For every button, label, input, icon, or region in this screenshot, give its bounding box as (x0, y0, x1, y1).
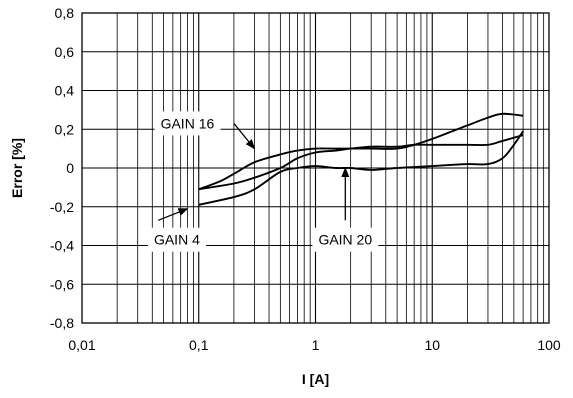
y-tick-label: -0,6 (50, 276, 74, 292)
series-line-2 (198, 130, 524, 206)
x-tick-label: 100 (537, 337, 561, 353)
y-tick-label: 0,8 (55, 5, 75, 21)
series-line-1 (198, 112, 524, 191)
y-axis-title: Error [%] (9, 138, 25, 198)
series-line-3 (198, 134, 524, 191)
annotation-arrow (158, 208, 189, 221)
annotation-arrow (233, 123, 256, 150)
annotation-label: GAIN 4 (154, 232, 200, 248)
annotations: GAIN 16 GAIN 4 GAIN 20 (147, 111, 379, 252)
annotation: GAIN 4 (147, 208, 207, 252)
annotation: GAIN 16 (154, 111, 256, 150)
annotation-background (147, 227, 207, 252)
x-tick-label: 0,01 (68, 337, 95, 353)
y-tick-label: -0,4 (50, 238, 74, 254)
plot-frame (81, 12, 550, 324)
grid (82, 13, 549, 323)
annotation-label: GAIN 20 (318, 232, 372, 248)
x-tick-label: 10 (424, 337, 440, 353)
annotation: GAIN 20 (312, 167, 379, 252)
series-group (198, 112, 524, 206)
x-tick-label: 1 (312, 337, 320, 353)
y-tick-label: 0,2 (55, 121, 75, 137)
annotation-background (154, 111, 221, 136)
axes (81, 12, 550, 324)
x-axis-title: I [A] (302, 371, 329, 387)
y-tick-label: 0,4 (55, 83, 75, 99)
y-tick-label: 0 (66, 160, 74, 176)
tick-labels: 0,01 0,1 1 10 100 -0,8 -0,6 -0,4 -0,2 0 0,2 0,4 0,6 0… (50, 5, 561, 353)
y-tick-label: 0,6 (55, 44, 75, 60)
x-tick-label: 0,1 (189, 337, 209, 353)
annotation-label: GAIN 16 (161, 115, 215, 131)
annotation-background (312, 227, 379, 252)
y-tick-label: -0,8 (50, 315, 74, 331)
y-tick-label: -0,2 (50, 199, 74, 215)
